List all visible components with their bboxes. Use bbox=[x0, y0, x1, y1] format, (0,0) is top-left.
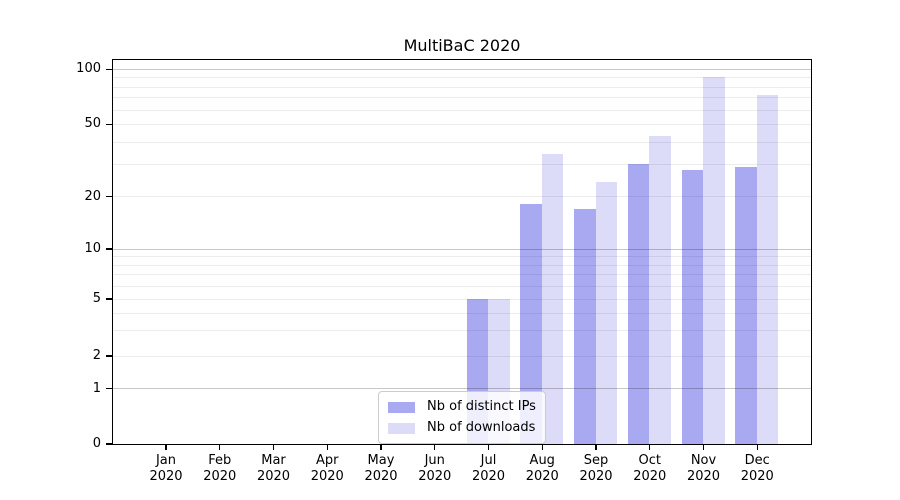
x-tick-label-may: May 2020 bbox=[364, 453, 398, 484]
gridline-9 bbox=[113, 256, 811, 258]
gridline-6 bbox=[113, 285, 811, 287]
x-tick-label-aug: Aug 2020 bbox=[525, 453, 559, 484]
gridline-90 bbox=[113, 77, 811, 79]
gridline-40 bbox=[113, 141, 811, 143]
gridline-10 bbox=[113, 248, 811, 250]
bar-nb-of-downloads-aug bbox=[541, 154, 564, 444]
gridline-30 bbox=[113, 164, 811, 166]
plot-area bbox=[112, 58, 812, 445]
y-tick-label-10: 10 bbox=[84, 241, 101, 256]
x-tick-mark bbox=[272, 445, 275, 450]
x-tick-label-sep: Sep 2020 bbox=[579, 453, 613, 484]
y-tick-mark bbox=[106, 298, 112, 300]
legend-item: Nb of distinct IPs bbox=[388, 399, 536, 415]
x-tick-label-feb: Feb 2020 bbox=[203, 453, 237, 484]
y-tick-mark bbox=[106, 443, 112, 445]
gridline-60 bbox=[113, 109, 811, 111]
x-tick-mark bbox=[702, 445, 705, 450]
x-tick-mark bbox=[380, 445, 382, 450]
y-tick-mark bbox=[106, 388, 112, 390]
x-tick-mark bbox=[541, 445, 543, 450]
bar-nb-of-downloads-sep bbox=[595, 181, 618, 444]
bar-nb-of-distinct-ips-sep bbox=[574, 208, 596, 444]
gridline-20 bbox=[113, 196, 811, 198]
y-tick-label-20: 20 bbox=[84, 188, 101, 204]
gridline-100 bbox=[113, 68, 811, 70]
x-tick-mark bbox=[434, 445, 436, 450]
legend-swatch-downloads bbox=[388, 422, 415, 434]
y-tick-label-5: 5 bbox=[92, 291, 101, 306]
x-tick-mark bbox=[487, 445, 490, 450]
x-tick-mark bbox=[326, 445, 328, 450]
bar-nb-of-downloads-oct bbox=[649, 135, 671, 444]
gridline-80 bbox=[113, 86, 811, 88]
x-tick-label-apr: Apr 2020 bbox=[310, 453, 344, 484]
gridline-5 bbox=[113, 298, 811, 300]
x-tick-label-mar: Mar 2020 bbox=[256, 453, 291, 484]
y-tick-label-100: 100 bbox=[76, 61, 101, 77]
bar-nb-of-distinct-ips-oct bbox=[627, 164, 650, 444]
bar-nb-of-downloads-nov bbox=[703, 77, 725, 444]
y-tick-mark bbox=[106, 68, 112, 70]
gridline-4 bbox=[113, 312, 811, 314]
gridline-3 bbox=[113, 330, 811, 332]
x-tick-mark bbox=[595, 445, 597, 450]
legend: Nb of distinct IPs Nb of downloads bbox=[378, 391, 546, 444]
y-tick-mark bbox=[106, 248, 112, 250]
gridline-70 bbox=[113, 97, 811, 99]
bar-nb-of-downloads-dec bbox=[756, 95, 779, 444]
y-tick-label-0: 0 bbox=[92, 436, 101, 451]
y-tick-label-2: 2 bbox=[92, 347, 101, 363]
y-tick-label-1: 1 bbox=[92, 380, 101, 396]
gridline-8 bbox=[113, 264, 811, 266]
gridline-50 bbox=[113, 123, 811, 125]
y-tick-label-50: 50 bbox=[84, 116, 101, 132]
y-tick-mark bbox=[106, 355, 112, 357]
gridlines-layer bbox=[113, 60, 811, 444]
y-tick-mark bbox=[106, 123, 112, 125]
x-tick-label-dec: Dec 2020 bbox=[740, 453, 774, 484]
x-tick-label-jul: Jul 2020 bbox=[471, 453, 506, 484]
gridline-7 bbox=[113, 274, 811, 276]
gridline-2 bbox=[113, 355, 811, 357]
legend-swatch-distinct-ips bbox=[388, 401, 415, 413]
legend-label: Nb of distinct IPs bbox=[427, 399, 536, 414]
x-tick-mark bbox=[649, 445, 651, 450]
chart-title: MultiBaC 2020 bbox=[403, 36, 521, 55]
x-tick-mark bbox=[219, 445, 221, 450]
x-tick-label-oct: Oct 2020 bbox=[633, 453, 667, 484]
y-tick-mark bbox=[106, 196, 112, 198]
legend-item: Nb of downloads bbox=[388, 420, 535, 436]
bar-nb-of-distinct-ips-nov bbox=[681, 169, 704, 444]
legend-label: Nb of downloads bbox=[427, 420, 536, 435]
x-tick-label-jan: Jan 2020 bbox=[149, 453, 183, 484]
bar-nb-of-distinct-ips-aug bbox=[520, 204, 542, 444]
x-tick-label-jun: Jun 2020 bbox=[418, 453, 452, 484]
x-tick-mark bbox=[165, 445, 167, 450]
x-tick-label-nov: Nov 2020 bbox=[686, 453, 721, 484]
gridline-1 bbox=[113, 388, 811, 390]
x-tick-mark bbox=[756, 445, 758, 450]
bar-nb-of-distinct-ips-dec bbox=[735, 167, 757, 444]
